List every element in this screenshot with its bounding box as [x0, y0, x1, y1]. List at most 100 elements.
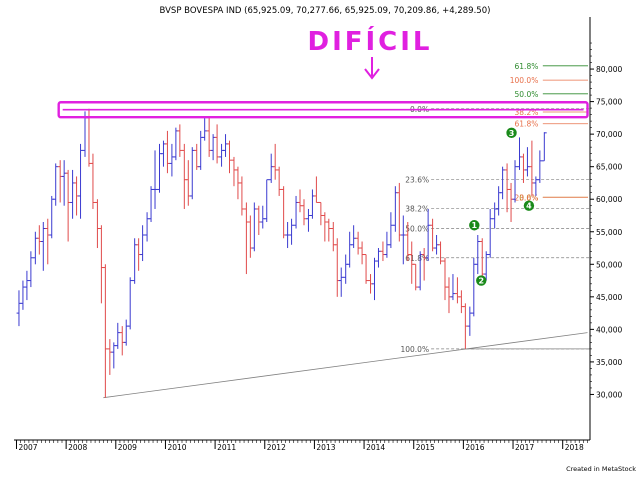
ohlc-bar [380, 241, 386, 262]
ohlc-bar [251, 202, 257, 252]
x-tick-label: 2012 [267, 443, 286, 452]
x-tick-label: 2017 [515, 443, 534, 452]
ohlc-bar [194, 143, 200, 170]
ohlc-bar [169, 143, 175, 177]
ohlc-bar [61, 160, 67, 206]
fib-projection-label: 0.0% [519, 193, 538, 202]
wave-label-text: 4 [526, 202, 532, 211]
ohlc-bar [343, 254, 349, 284]
fib-level-label: 38.2% [405, 204, 429, 213]
x-tick-label: 2016 [465, 443, 484, 452]
ohlc-bar [455, 277, 460, 304]
ohlc-bar [78, 143, 83, 219]
ohlc-bar [115, 322, 121, 349]
ohlc-bar [541, 132, 547, 162]
ohlc-bar [239, 176, 245, 216]
ohlc-bar [223, 134, 228, 157]
ohlc-bar [318, 201, 324, 226]
ohlc-bar [165, 130, 170, 174]
ohlc-bar [297, 189, 303, 213]
ohlc-bar [314, 176, 319, 203]
ohlc-bar [413, 263, 419, 291]
ohlc-bar [438, 241, 443, 265]
ohlc-bar [442, 257, 448, 301]
ohlc-bar [260, 205, 266, 229]
fib-projection-label: 50.0% [515, 90, 539, 99]
x-tick-label: 2013 [316, 443, 335, 452]
ohlc-bar [107, 339, 113, 375]
ohlc-bar [372, 257, 377, 301]
ohlc-bar [430, 218, 435, 252]
annotations: 1 2 3 4 [57, 57, 589, 286]
support-trendline [103, 332, 588, 399]
ohlc-bar [16, 290, 22, 327]
ohlc-bar [467, 306, 473, 336]
ohlc-bar [206, 117, 212, 157]
x-tick-label: 2009 [118, 443, 137, 452]
ohlc-bar [521, 153, 526, 183]
ohlc-bar [446, 277, 452, 314]
y-tick-label: 45,000 [596, 293, 622, 302]
highlight-rectangle [57, 101, 589, 119]
y-tick-label: 60,000 [596, 195, 622, 204]
ohlc-bar [98, 225, 104, 304]
fib-projection-label: 23.6% [515, 193, 539, 202]
y-tick-label: 30,000 [596, 390, 622, 399]
wave-label-text: 2 [478, 277, 484, 286]
ohlc-bar [185, 160, 191, 206]
ohlc-bar [363, 254, 369, 284]
x-tick-label: 2011 [217, 443, 236, 452]
ohlc-bar [306, 208, 311, 232]
y-tick-label: 35,000 [596, 358, 622, 367]
ohlc-bar [119, 326, 125, 356]
fib-projection-label: 61.8% [515, 120, 539, 129]
y-tick-label: 70,000 [596, 130, 622, 139]
ohlc-bar [264, 179, 270, 222]
footer-credit: Created in MetaStock [566, 465, 636, 473]
ohlc-bar [53, 163, 59, 206]
ohlc-bar [330, 221, 336, 252]
ohlc-bar [376, 248, 381, 268]
ohlc-bar [483, 251, 489, 281]
ohlc-bar [281, 186, 287, 239]
ohlc-bar [127, 277, 133, 330]
ohlc-bar [396, 182, 402, 242]
ohlc-bar [500, 166, 506, 200]
ohlc-bar [400, 215, 406, 265]
ohlc-bar [529, 140, 535, 196]
ohlc-bar [140, 225, 146, 262]
y-tick-label: 80,000 [596, 65, 622, 74]
ohlc-bar [334, 238, 340, 297]
fib-level-label: 61.8% [405, 254, 429, 263]
ohlc-bar [512, 160, 518, 203]
ohlc-bar [276, 166, 282, 196]
ohlc-bar [425, 208, 431, 262]
ohlc-bar [351, 225, 357, 249]
ohlc-bar [20, 280, 26, 310]
ohlc-bar [45, 218, 51, 265]
fib-level-label: 100.0% [400, 345, 429, 354]
ohlc-bar [202, 117, 208, 141]
ohlc-bar [28, 251, 34, 288]
y-tick-label: 40,000 [596, 325, 622, 334]
ohlc-bar [322, 212, 328, 242]
ohlc-bar [173, 127, 179, 161]
wave-label-circle [506, 127, 517, 139]
fib-projection-label: 38.2% [515, 108, 539, 117]
chart-title: BVSP BOVESPA IND (65,925.09, 70,277.66, … [160, 6, 491, 16]
ohlc-bar [293, 195, 299, 229]
ohlc-bar [301, 199, 307, 226]
x-tick-label: 2018 [565, 443, 584, 452]
ohlc-bar [231, 156, 237, 187]
ohlc-bar [70, 169, 75, 219]
y-tick-label: 50,000 [596, 260, 622, 269]
wave-label-1: 1 [469, 220, 480, 231]
ohlc-bar [181, 143, 187, 209]
ohlc-bar [36, 225, 42, 255]
ohlc-bar [359, 241, 365, 265]
wave-label-2: 2 [476, 275, 487, 286]
ohlc-bar [268, 153, 274, 183]
ohlc-bar [144, 212, 150, 242]
